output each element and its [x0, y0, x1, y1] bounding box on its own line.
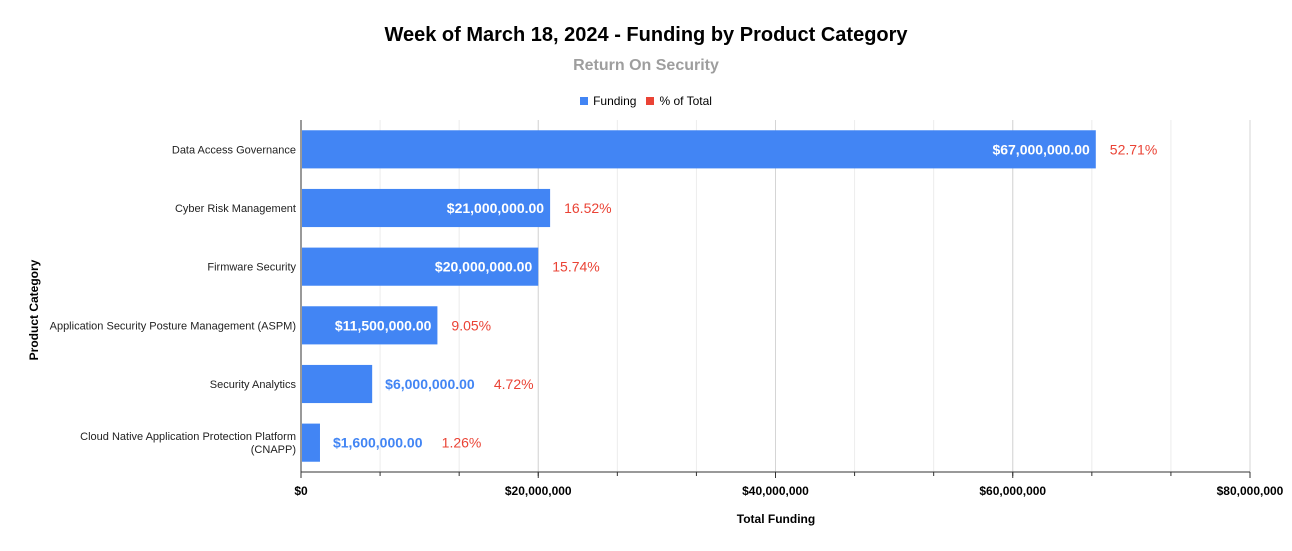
x-axis-ticks: $0 $20,000,000 $40,000,000 $60,000,000 $80,0…: [294, 472, 1284, 498]
percent-label: 16.52%: [564, 200, 611, 216]
bar: [302, 188, 551, 228]
bar-value-label: $20,000,000.00: [435, 259, 533, 275]
chart-title: Week of March 18, 2024 - Funding by Prod…: [384, 24, 908, 46]
bar-value-label: $67,000,000.00: [992, 141, 1090, 157]
category-label: (CNAPP): [251, 444, 296, 456]
bars: [302, 130, 1096, 462]
bar: [302, 247, 539, 286]
percent-label: 9.05%: [451, 317, 491, 333]
legend-label-percent: % of Total: [659, 94, 712, 108]
category-label: Firmware Security: [207, 262, 296, 274]
percent-label: 1.26%: [442, 435, 482, 451]
category-label: Security Analytics: [210, 379, 297, 391]
category-labels: Data Access Governance Cyber Risk Managem…: [50, 144, 297, 456]
legend-swatch-funding: [580, 97, 589, 105]
percent-label: 15.74%: [552, 259, 599, 275]
chart-subtitle: Return On Security: [573, 57, 719, 74]
x-axis-title: Total Funding: [737, 512, 815, 526]
data-labels: $67,000,000.00 52.71% $21,000,000.00 16.52%…: [333, 141, 1157, 450]
x-tick-label: $0: [294, 484, 308, 498]
gridlines: [300, 120, 1251, 473]
legend-item-funding[interactable]: Funding: [580, 94, 636, 108]
percent-label: 52.71%: [1110, 141, 1157, 157]
y-axis-title: Product Category: [27, 259, 41, 360]
legend-item-percent[interactable]: % of Total: [646, 94, 712, 108]
x-tick-label: $20,000,000: [505, 484, 572, 498]
bar: [302, 423, 320, 462]
legend-swatch-percent: [646, 97, 655, 105]
x-tick-label: $80,000,000: [1217, 484, 1284, 498]
category-label: Application Security Posture Management …: [50, 320, 296, 332]
x-tick-label: $60,000,000: [979, 484, 1046, 498]
bar-value-label: $1,600,000.00: [333, 435, 423, 451]
legend: Funding % of Total: [0, 94, 1292, 108]
legend-label-funding: Funding: [593, 94, 637, 108]
bar-value-label: $11,500,000.00: [335, 317, 432, 333]
bar: [302, 306, 438, 345]
bar-value-label: $21,000,000.00: [447, 200, 545, 216]
x-tick-label: $40,000,000: [742, 484, 809, 498]
bar-value-label: $6,000,000.00: [385, 376, 475, 392]
category-label: Data Access Governance: [172, 144, 296, 156]
percent-label: 4.72%: [494, 376, 534, 392]
bar: [302, 130, 1096, 169]
category-label: Cyber Risk Management: [175, 203, 296, 215]
category-label: Cloud Native Application Protection Plat…: [80, 431, 296, 443]
bar: [302, 364, 373, 404]
